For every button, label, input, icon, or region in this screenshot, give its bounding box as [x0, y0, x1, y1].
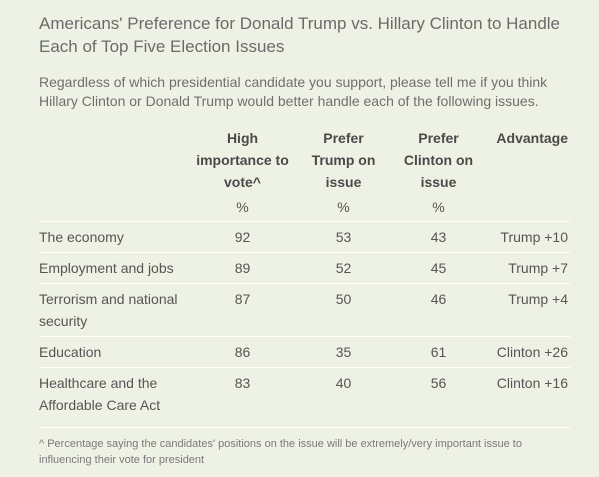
page-title: Americans' Preference for Donald Trump v… [39, 14, 561, 56]
table-row: Healthcare and the Affordable Care Act 8… [39, 367, 570, 420]
advantage-cell: Clinton +26 [486, 336, 570, 368]
percent-cell-issue [39, 193, 189, 222]
importance-cell: 89 [189, 252, 296, 284]
trump-cell: 52 [296, 252, 391, 284]
issues-table: High importance to vote^ Prefer Trump on… [39, 127, 570, 420]
issue-cell: The economy [39, 221, 189, 253]
header-row: High importance to vote^ Prefer Trump on… [39, 127, 570, 193]
table-row: Terrorism and national security 87 50 46… [39, 283, 570, 337]
clinton-cell: 46 [391, 283, 486, 337]
advantage-cell: Trump +10 [486, 221, 570, 253]
table-row: Education 86 35 61 Clinton +26 [39, 336, 570, 368]
header-importance: High importance to vote^ [196, 130, 289, 190]
advantage-cell: Clinton +16 [486, 367, 570, 420]
clinton-cell: 45 [391, 252, 486, 284]
clinton-cell: 61 [391, 336, 486, 368]
table-row: Employment and jobs 89 52 45 Trump +7 [39, 252, 570, 284]
percent-cell-advantage [486, 193, 570, 222]
header-clinton: Prefer Clinton on issue [403, 130, 474, 190]
percent-cell-trump: % [337, 199, 350, 215]
advantage-cell: Trump +4 [486, 283, 570, 337]
importance-cell: 83 [189, 367, 296, 420]
trump-cell: 35 [296, 336, 391, 368]
header-trump: Prefer Trump on issue [311, 130, 376, 190]
header-issue [39, 127, 189, 193]
percent-row: % % % [39, 193, 570, 222]
advantage-cell: Trump +7 [486, 252, 570, 284]
importance-cell: 86 [189, 336, 296, 368]
trump-cell: 40 [296, 367, 391, 420]
percent-cell-clinton: % [432, 199, 445, 215]
clinton-cell: 56 [391, 367, 486, 420]
trump-cell: 50 [296, 283, 391, 337]
table-row: The economy 92 53 43 Trump +10 [39, 221, 570, 253]
issue-cell: Healthcare and the Affordable Care Act [39, 367, 189, 420]
footnote: ^ Percentage saying the candidates' posi… [39, 438, 522, 466]
importance-cell: 92 [189, 221, 296, 253]
page-subtitle: Regardless of which presidential candida… [39, 74, 548, 109]
header-advantage: Advantage [496, 130, 568, 146]
issue-cell: Terrorism and national security [39, 283, 189, 337]
clinton-cell: 43 [391, 221, 486, 253]
trump-cell: 53 [296, 221, 391, 253]
importance-cell: 87 [189, 283, 296, 337]
issue-cell: Education [39, 336, 189, 368]
issue-cell: Employment and jobs [39, 252, 189, 284]
footnote-divider [39, 427, 570, 428]
percent-cell-importance: % [236, 199, 249, 215]
